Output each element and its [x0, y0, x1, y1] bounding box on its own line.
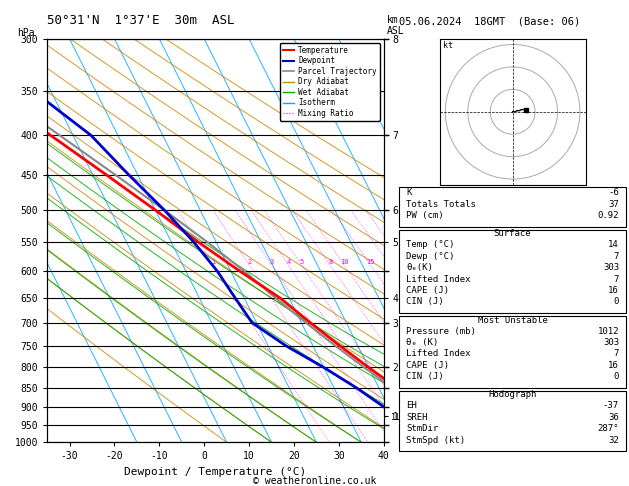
Text: 14: 14	[608, 240, 619, 249]
Text: 15: 15	[367, 260, 375, 265]
Text: θₑ(K): θₑ(K)	[406, 263, 433, 272]
Text: 16: 16	[608, 286, 619, 295]
Bar	[399, 230, 626, 313]
Text: Temp (°C): Temp (°C)	[406, 240, 455, 249]
Text: K: K	[406, 188, 411, 197]
Legend: Temperature, Dewpoint, Parcel Trajectory, Dry Adiabat, Wet Adiabat, Isotherm, Mi: Temperature, Dewpoint, Parcel Trajectory…	[280, 43, 380, 121]
Text: StmDir: StmDir	[406, 424, 438, 433]
Text: θₑ (K): θₑ (K)	[406, 338, 438, 347]
Text: 2: 2	[247, 260, 252, 265]
Text: 303: 303	[603, 263, 619, 272]
Text: CIN (J): CIN (J)	[406, 297, 444, 306]
X-axis label: Dewpoint / Temperature (°C): Dewpoint / Temperature (°C)	[125, 467, 306, 477]
Bar	[399, 391, 626, 451]
Text: © weatheronline.co.uk: © weatheronline.co.uk	[253, 475, 376, 486]
Text: 7: 7	[614, 275, 619, 283]
Text: kt: kt	[443, 41, 453, 50]
Text: EH: EH	[406, 401, 417, 410]
Text: 05.06.2024  18GMT  (Base: 06): 05.06.2024 18GMT (Base: 06)	[399, 17, 581, 27]
Text: 1: 1	[211, 260, 216, 265]
Text: CAPE (J): CAPE (J)	[406, 286, 449, 295]
Text: 32: 32	[608, 435, 619, 445]
Text: -37: -37	[603, 401, 619, 410]
Text: 10: 10	[340, 260, 348, 265]
Text: StmSpd (kt): StmSpd (kt)	[406, 435, 465, 445]
Text: Pressure (mb): Pressure (mb)	[406, 327, 476, 335]
Text: 7: 7	[614, 252, 619, 260]
Text: 4: 4	[286, 260, 291, 265]
Text: Most Unstable: Most Unstable	[477, 316, 548, 325]
Text: 303: 303	[603, 338, 619, 347]
Text: 36: 36	[608, 413, 619, 422]
Text: 8: 8	[328, 260, 333, 265]
Text: 7: 7	[614, 349, 619, 358]
Text: -6: -6	[608, 188, 619, 197]
Text: PW (cm): PW (cm)	[406, 211, 444, 220]
Text: Hodograph: Hodograph	[489, 390, 537, 399]
Text: 5: 5	[299, 260, 304, 265]
Text: CIN (J): CIN (J)	[406, 372, 444, 381]
Text: 287°: 287°	[598, 424, 619, 433]
Text: 3: 3	[270, 260, 274, 265]
Text: 37: 37	[608, 200, 619, 208]
Bar	[399, 187, 626, 227]
Text: SREH: SREH	[406, 413, 428, 422]
Text: Lifted Index: Lifted Index	[406, 349, 470, 358]
Text: 16: 16	[608, 361, 619, 370]
Text: CAPE (J): CAPE (J)	[406, 361, 449, 370]
Text: 0.92: 0.92	[598, 211, 619, 220]
Text: hPa: hPa	[17, 28, 35, 38]
Text: Surface: Surface	[494, 229, 532, 239]
Text: Lifted Index: Lifted Index	[406, 275, 470, 283]
Text: Totals Totals: Totals Totals	[406, 200, 476, 208]
Text: 1012: 1012	[598, 327, 619, 335]
Text: 0: 0	[614, 372, 619, 381]
Text: 0: 0	[614, 297, 619, 306]
Text: Dewp (°C): Dewp (°C)	[406, 252, 455, 260]
Bar	[399, 316, 626, 388]
Text: km
ASL: km ASL	[387, 15, 404, 36]
Text: 50°31'N  1°37'E  30m  ASL: 50°31'N 1°37'E 30m ASL	[47, 14, 235, 27]
Text: 1LCL: 1LCL	[391, 414, 411, 422]
